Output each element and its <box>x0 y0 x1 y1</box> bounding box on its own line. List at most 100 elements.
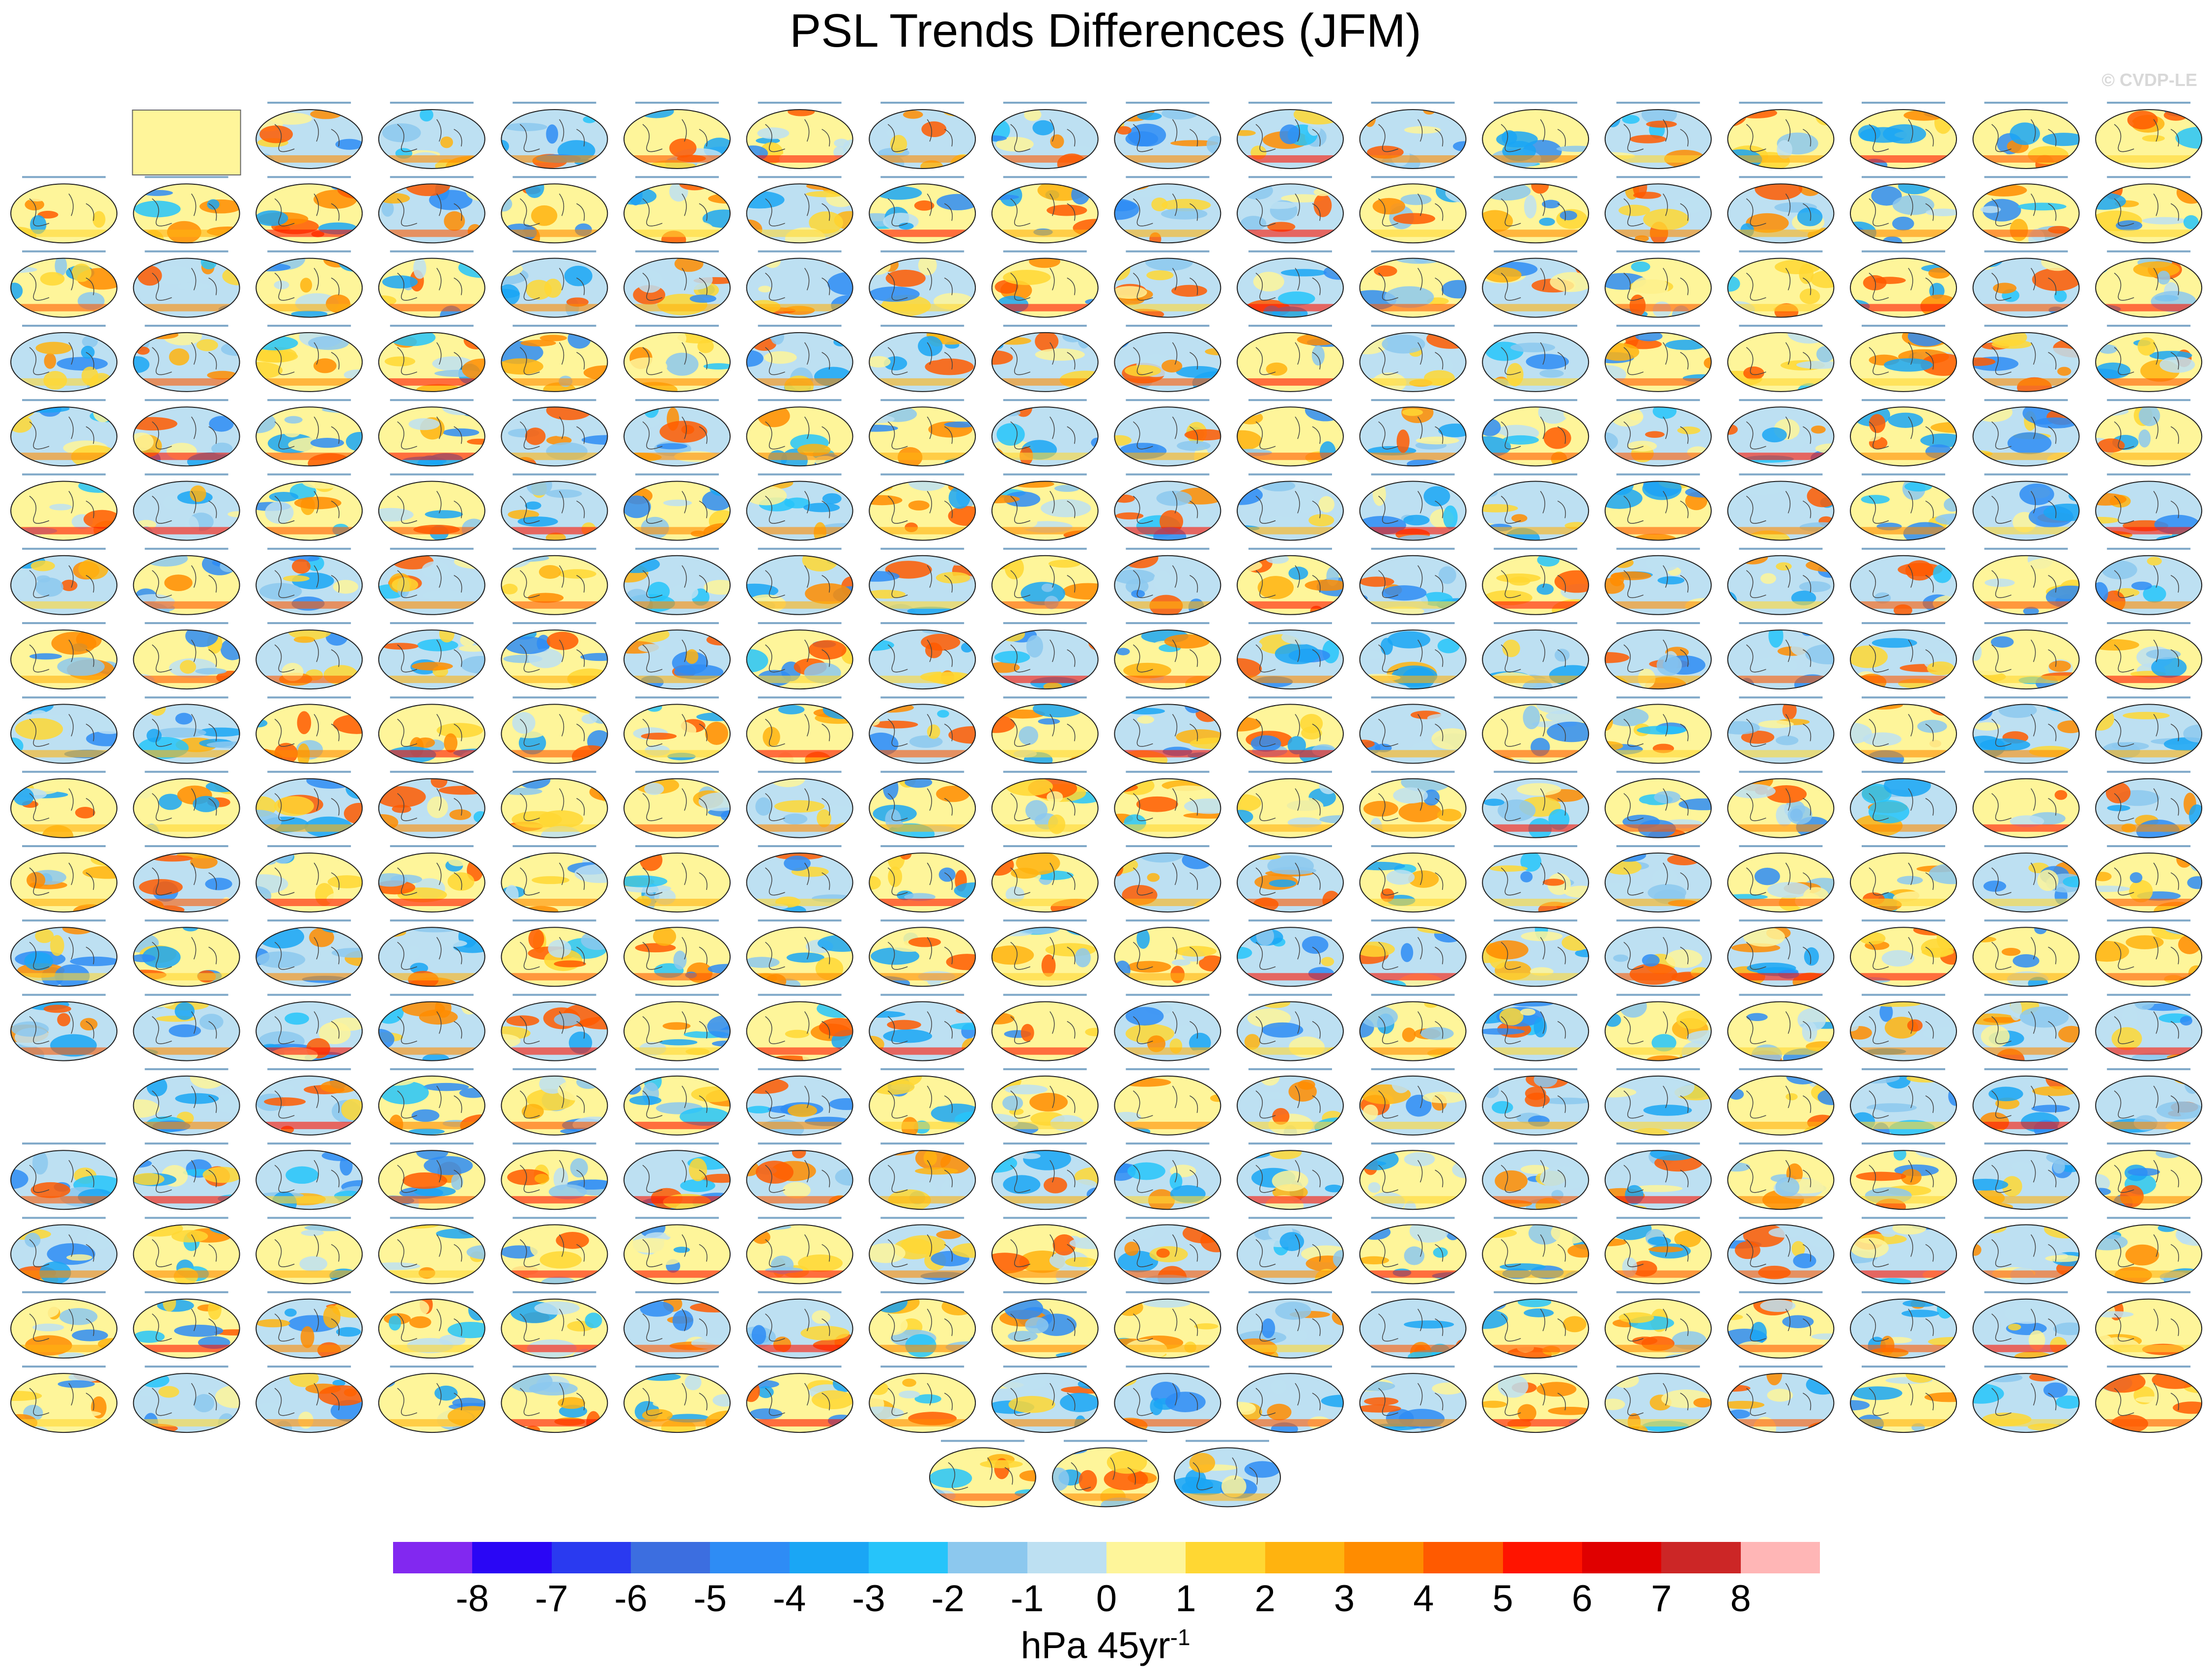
colorbar-tick-label: 5 <box>1492 1578 1513 1620</box>
panel-caption <box>1984 547 2068 550</box>
colorbar-tick-label: -3 <box>852 1578 885 1620</box>
panel-caption <box>758 1068 842 1070</box>
map-panel <box>1604 622 1712 690</box>
panel-caption <box>1739 1068 1823 1070</box>
panel-caption <box>1371 547 1455 550</box>
unit-base: hPa 45yr <box>1020 1624 1170 1667</box>
panel-caption <box>144 1068 228 1070</box>
panel-caption <box>1862 324 1945 327</box>
panel-caption <box>880 250 964 253</box>
map-panel <box>378 696 485 764</box>
map-panel <box>133 770 240 838</box>
map-panel <box>255 1366 363 1433</box>
panel-caption <box>390 324 474 327</box>
map-panel <box>2095 473 2203 541</box>
panel-caption <box>1984 1217 2068 1219</box>
map-panel <box>501 770 608 838</box>
map-panel <box>1972 1291 2080 1359</box>
panel-caption <box>1003 1068 1087 1070</box>
map-panel <box>2095 102 2203 169</box>
panel-caption <box>1126 473 1210 476</box>
map-panel <box>624 770 731 838</box>
panel-caption <box>1739 1217 1823 1219</box>
map-panel <box>1237 994 1344 1061</box>
map-panel <box>378 102 485 169</box>
panel-caption <box>1248 1068 1332 1070</box>
map-panel <box>378 994 485 1061</box>
colorbar-swatch <box>1502 1542 1582 1573</box>
map-panel <box>1972 176 2080 244</box>
map-panel <box>133 994 240 1061</box>
colorbar <box>393 1542 1820 1573</box>
panel-caption <box>1126 696 1210 699</box>
map-panel <box>378 1366 485 1433</box>
map-panel <box>133 1142 240 1210</box>
map-panel <box>1114 845 1221 912</box>
panel-caption <box>390 547 474 550</box>
map-panel <box>378 622 485 690</box>
map-panel <box>2095 1366 2203 1433</box>
map-panel <box>1359 547 1467 615</box>
map-panel <box>869 399 976 467</box>
panel-caption <box>1248 102 1332 104</box>
panel-caption <box>22 994 106 996</box>
colorbar-tick-label: -7 <box>535 1578 568 1620</box>
panel-caption <box>1371 1217 1455 1219</box>
panel-caption <box>758 1142 842 1145</box>
panel-caption <box>1003 770 1087 773</box>
map-panel <box>1850 1366 1957 1433</box>
map-panel <box>133 1291 240 1359</box>
map-panel <box>746 1291 853 1359</box>
map-panel <box>869 994 976 1061</box>
panel-caption <box>2107 547 2191 550</box>
colorbar-swatch <box>551 1542 631 1573</box>
map-panel <box>746 250 853 318</box>
panel-caption <box>2107 845 2191 847</box>
map-panel <box>624 1142 731 1210</box>
panel-caption <box>880 102 964 104</box>
map-panel <box>624 622 731 690</box>
panel-caption <box>390 845 474 847</box>
colorbar-tick-label: 8 <box>1730 1578 1751 1620</box>
map-panel <box>991 1217 1099 1284</box>
map-panel <box>624 250 731 318</box>
panel-caption <box>1739 250 1823 253</box>
map-panel <box>869 324 976 392</box>
panel-caption <box>1003 1366 1087 1368</box>
map-panel <box>1727 1068 1835 1136</box>
map-panel <box>1237 845 1344 912</box>
map-panel <box>746 473 853 541</box>
map-panel <box>255 176 363 244</box>
map-panel <box>1114 399 1221 467</box>
map-panel <box>1359 1142 1467 1210</box>
map-panel <box>501 250 608 318</box>
map-panel <box>1604 1217 1712 1284</box>
colorbar-swatch <box>868 1542 948 1573</box>
panel-caption <box>1248 176 1332 178</box>
panel-caption <box>1003 919 1087 922</box>
map-panel <box>1604 770 1712 838</box>
panel-caption <box>1616 324 1700 327</box>
panel-caption <box>22 1291 106 1293</box>
map-panel <box>1482 102 1589 169</box>
map-panel <box>1727 399 1835 467</box>
panel-caption <box>267 622 351 625</box>
map-panel <box>1237 919 1344 987</box>
colorbar-tick-label: -6 <box>614 1578 648 1620</box>
map-panel <box>1359 399 1467 467</box>
panel-caption <box>267 176 351 178</box>
map-panel <box>1604 845 1712 912</box>
map-panel <box>1237 176 1344 244</box>
panel-caption <box>1371 250 1455 253</box>
map-panel <box>1972 473 2080 541</box>
map-panel <box>1237 102 1344 169</box>
colorbar-tick-label: 0 <box>1096 1578 1117 1620</box>
map-panel <box>1850 994 1957 1061</box>
map-panel <box>1727 770 1835 838</box>
map-panel <box>869 176 976 244</box>
map-panel <box>869 622 976 690</box>
panel-caption <box>1616 1217 1700 1219</box>
panel-caption <box>1739 770 1823 773</box>
map-panel <box>1972 1142 2080 1210</box>
panel-caption <box>1126 994 1210 996</box>
